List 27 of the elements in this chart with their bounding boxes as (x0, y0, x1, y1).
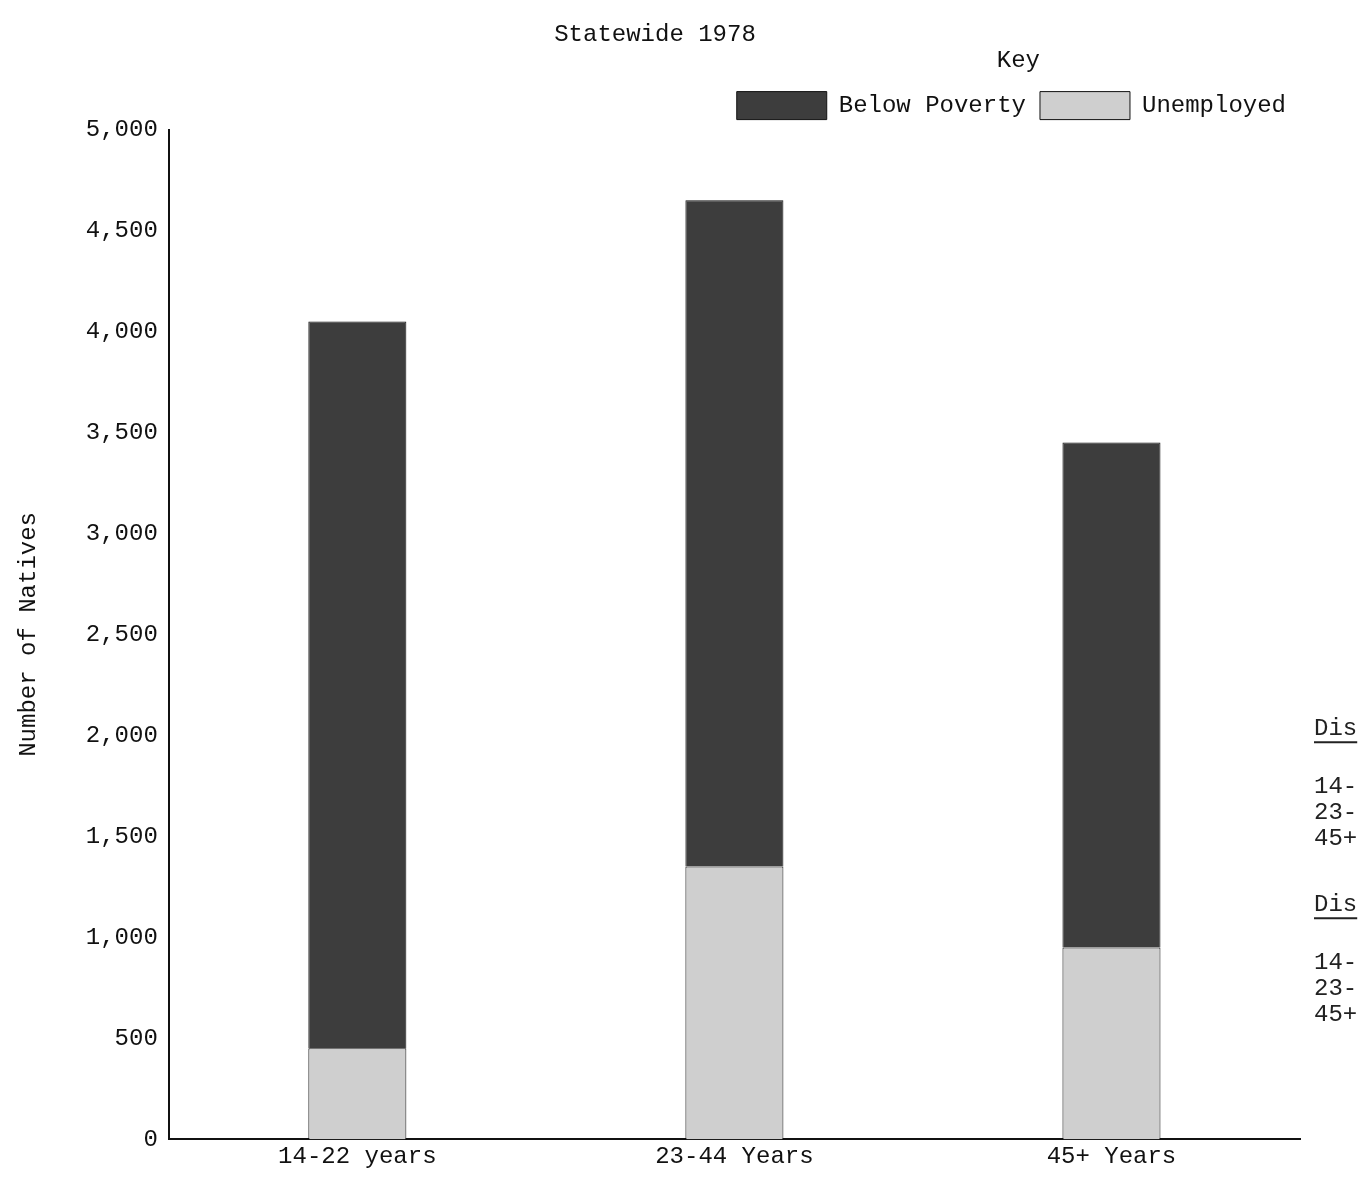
y-tick-label: 5,000 (85, 115, 158, 143)
y-tick-label: 3,000 (85, 519, 158, 547)
legend-label: Unemployed (1141, 91, 1287, 119)
y-axis-title: Number of Natives (14, 511, 42, 757)
text: 23- (1314, 975, 1358, 1003)
x-tick-label: 14-22 years (278, 1142, 437, 1170)
y-tick-label: 3,500 (85, 418, 158, 446)
y-tick-label: 0 (143, 1125, 158, 1153)
y-tick-label: 1,500 (85, 822, 158, 850)
y-tick-label: 500 (114, 1024, 158, 1052)
x-tick-label: 45+ Years (1046, 1142, 1177, 1170)
y-tick-label: 2,000 (85, 721, 158, 749)
text: 14- (1314, 773, 1358, 801)
x-tick-label: 23-44 Years (655, 1142, 814, 1170)
text: 14- (1314, 949, 1358, 977)
text: 23- (1314, 799, 1358, 827)
chart-title: Statewide 1978 (554, 20, 756, 48)
legend-label: Below Poverty (838, 91, 1026, 119)
text: 45+ (1314, 1001, 1358, 1029)
y-tick-label: 4,500 (85, 216, 158, 244)
y-tick-label: 2,500 (85, 620, 158, 648)
text: Dis (1314, 715, 1358, 743)
y-tick-label: 1,000 (85, 923, 158, 951)
y-tick-label: 4,000 (85, 317, 158, 345)
text: Dis (1314, 891, 1358, 919)
text: 45+ (1314, 825, 1358, 853)
legend-title: Key (996, 47, 1040, 75)
